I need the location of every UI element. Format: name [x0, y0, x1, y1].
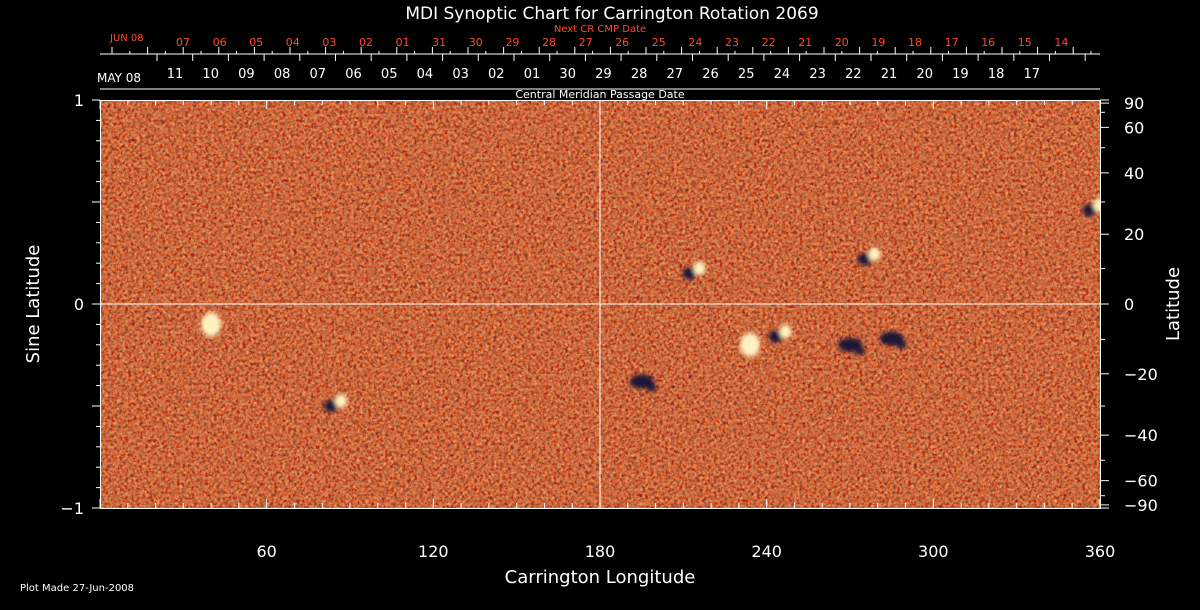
cmp-month-label: MAY 08	[97, 71, 141, 85]
y-left-tick-label: −1	[60, 499, 84, 518]
cmp-date-label: 24	[774, 67, 791, 82]
active-region	[740, 332, 760, 357]
y-right-tick-label: 40	[1124, 164, 1144, 183]
next-cr-date-label: 18	[908, 36, 922, 49]
cmp-date-label: 03	[452, 67, 469, 82]
active-region	[1082, 198, 1100, 217]
cmp-date-label: 19	[952, 67, 969, 82]
cmp-date-label: 20	[916, 67, 933, 82]
cmp-date-label: 05	[381, 67, 398, 82]
next-cr-date-label: 20	[835, 36, 849, 49]
y-right-tick-label: −40	[1124, 426, 1158, 445]
chart-title: MDI Synoptic Chart for Carrington Rotati…	[405, 4, 818, 24]
y-right-tick-label: 20	[1124, 225, 1144, 244]
active-region	[324, 393, 348, 412]
y-right-tick-label: −60	[1124, 472, 1158, 491]
cmp-date-label: 29	[595, 67, 612, 82]
active-region	[629, 374, 657, 392]
cmp-date-label: 27	[667, 67, 684, 82]
cmp-date-label: 28	[631, 67, 648, 82]
cmp-date-label: 10	[202, 67, 219, 82]
y-right-tick-label: 60	[1124, 118, 1144, 137]
cmp-date-label: 04	[417, 67, 434, 82]
next-cr-date-label: 28	[542, 36, 556, 49]
cmp-date-label: 21	[881, 67, 898, 82]
next-cr-date-label: 02	[359, 36, 373, 49]
next-cr-date-label: 27	[579, 36, 593, 49]
cmp-date-label: 06	[345, 67, 362, 82]
y-right-tick-label: −20	[1124, 365, 1158, 384]
y-left-tick-label: 0	[74, 295, 84, 314]
cmp-date-label: 26	[702, 67, 719, 82]
next-cr-month-label: JUN 08	[109, 33, 144, 44]
active-region	[879, 331, 907, 349]
cmp-date-label: 25	[738, 67, 755, 82]
cmp-date-label: 18	[988, 67, 1005, 82]
active-region	[857, 247, 881, 266]
cmp-date-label: 02	[488, 67, 505, 82]
active-region	[682, 261, 706, 280]
next-cr-date-label: 17	[945, 36, 959, 49]
next-cr-date-label: 03	[322, 36, 336, 49]
next-cr-date-label: 22	[762, 36, 776, 49]
next-cr-date-label: 21	[798, 36, 812, 49]
next-cr-date-label: 26	[615, 36, 629, 49]
y-left-tick-label: 1	[74, 91, 84, 110]
x-tick-label: 60	[256, 542, 276, 561]
cmp-date-label: 30	[559, 67, 576, 82]
y-right-axis-title: Latitude	[1163, 267, 1184, 341]
next-cr-date-label: 25	[652, 36, 666, 49]
y-right-tick-label: −90	[1124, 496, 1158, 515]
next-cr-date-label: 31	[432, 36, 446, 49]
next-cr-date-label: 07	[176, 36, 190, 49]
next-cr-date-label: 15	[1018, 36, 1032, 49]
x-tick-label: 300	[918, 542, 949, 561]
next-cr-date-label: 06	[213, 36, 227, 49]
next-cr-date-label: 24	[688, 36, 702, 49]
y-left-axis-title: Sine Latitude	[23, 245, 44, 364]
active-region	[768, 324, 792, 343]
next-cr-date-label: 05	[249, 36, 263, 49]
next-cr-date-label: 14	[1054, 36, 1068, 49]
cmp-date-label: 11	[167, 67, 184, 82]
cmp-axis-title: Central Meridian Passage Date	[515, 88, 684, 101]
x-tick-label: 360	[1085, 542, 1116, 561]
cmp-date-label: 01	[524, 67, 541, 82]
x-tick-label: 180	[585, 542, 616, 561]
y-right-tick-label: 90	[1124, 94, 1144, 113]
cmp-date-label: 23	[809, 67, 826, 82]
active-region	[838, 337, 865, 355]
cmp-date-label: 09	[238, 67, 255, 82]
x-axis-title: Carrington Longitude	[505, 567, 696, 588]
active-region	[201, 312, 222, 337]
x-tick-label: 120	[418, 542, 449, 561]
next-cr-date-label: 16	[981, 36, 995, 49]
next-cr-date-label: 30	[469, 36, 483, 49]
plot-made-label: Plot Made 27-Jun-2008	[20, 583, 134, 594]
x-tick-label: 240	[751, 542, 782, 561]
next-cr-date-label: 19	[871, 36, 885, 49]
cmp-date-label: 22	[845, 67, 862, 82]
next-cr-date-label: 29	[505, 36, 519, 49]
next-cr-date-label: 01	[396, 36, 410, 49]
next-cr-axis-title: Next CR CMP Date	[554, 24, 646, 35]
y-right-tick-label: 0	[1124, 295, 1134, 314]
cmp-date-label: 07	[310, 67, 327, 82]
cmp-date-label: 17	[1024, 67, 1041, 82]
cmp-date-label: 08	[274, 67, 291, 82]
next-cr-date-label: 23	[725, 36, 739, 49]
next-cr-date-label: 04	[286, 36, 300, 49]
